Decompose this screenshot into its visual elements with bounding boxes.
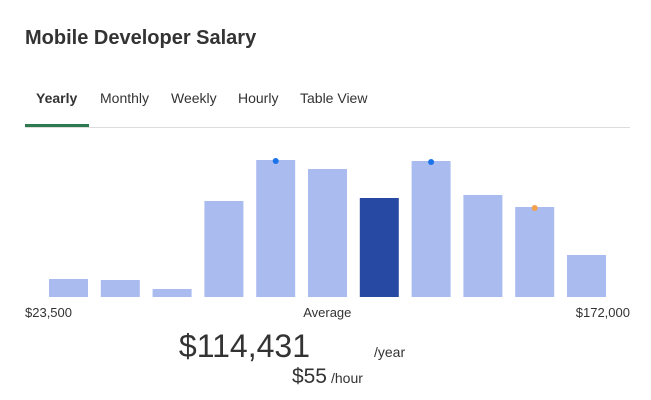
widget-title: Mobile Developer Salary	[25, 27, 257, 49]
bar	[152, 289, 192, 297]
x-tick-label: $23,500	[25, 305, 72, 320]
bar	[567, 255, 606, 297]
tab[interactable]: Monthly	[100, 90, 149, 106]
bar	[463, 195, 503, 297]
average-hourly: $55	[292, 365, 327, 388]
yearly-unit: /year	[374, 344, 405, 360]
bar	[100, 280, 140, 297]
tab[interactable]: Weekly	[171, 90, 217, 106]
chart: Average $23,500 $172,000	[25, 158, 630, 320]
hourly-unit: /hour	[331, 370, 363, 386]
average-label: Average	[303, 305, 351, 320]
average-yearly: $114,431	[179, 328, 310, 364]
bar-marker	[272, 158, 279, 164]
bar-marker	[531, 205, 538, 211]
active-tab-indicator	[25, 124, 89, 127]
tab[interactable]: Yearly	[36, 90, 77, 106]
tab[interactable]: Table View	[300, 90, 368, 106]
bar-marker	[428, 159, 435, 165]
bar	[411, 161, 451, 297]
bar	[204, 201, 244, 297]
bar	[359, 198, 399, 297]
tab[interactable]: Hourly	[238, 90, 278, 106]
bar	[49, 279, 88, 297]
tab-bar: Yearly Monthly Weekly Hourly Table View	[25, 90, 368, 127]
bar	[256, 160, 296, 297]
bar	[308, 169, 347, 297]
x-tick-label: $172,000	[576, 305, 630, 320]
bar	[515, 207, 555, 297]
